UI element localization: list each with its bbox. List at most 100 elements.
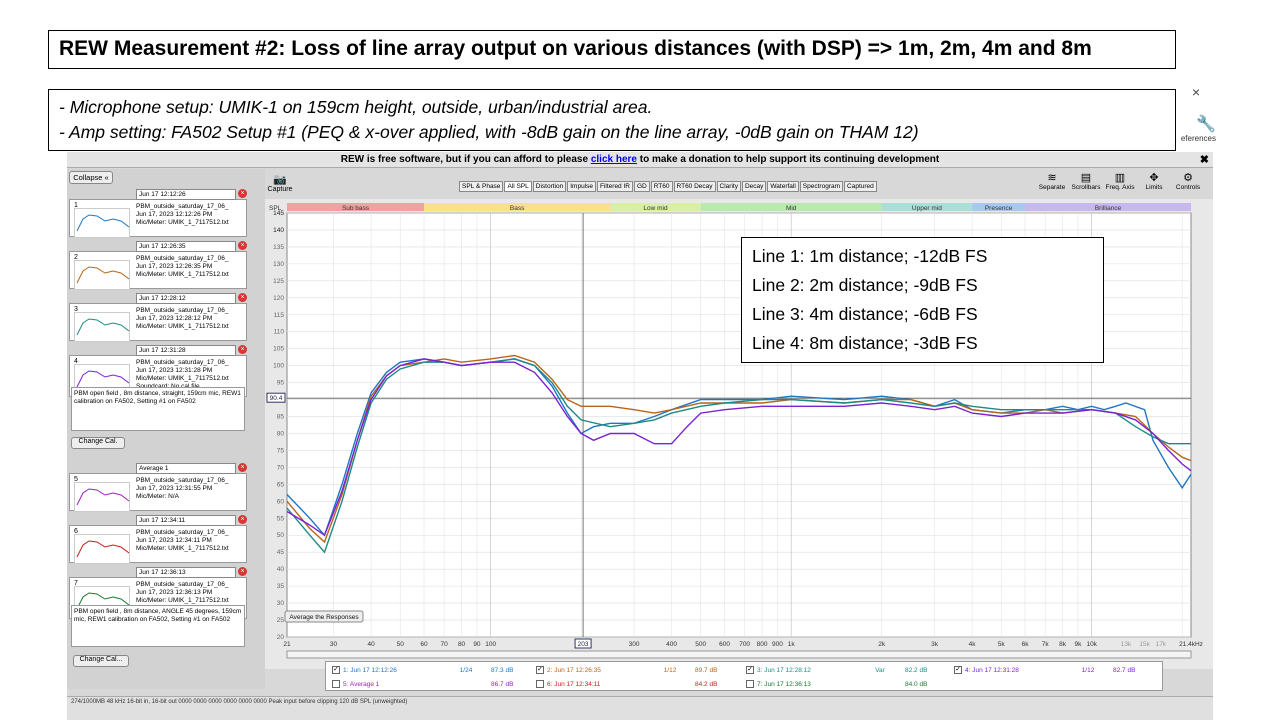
legend-item[interactable]: ✓ 4: Jun 17 12:31:28 1/12 82.7 dB bbox=[954, 666, 1149, 674]
measurement-info: PBM_outside_saturday_17_06_ Jun 17, 2023 … bbox=[136, 477, 232, 501]
legend-checkbox[interactable] bbox=[536, 680, 544, 688]
measurement-thumbnail[interactable] bbox=[74, 260, 130, 290]
legend-item[interactable]: 7: Jun 17 12:36:13 84.0 dB bbox=[746, 680, 941, 688]
y-tick-label: 40 bbox=[277, 566, 285, 573]
legend-item[interactable]: ✓ 3: Jun 17 12:28:12 Var 82.2 dB bbox=[746, 666, 941, 674]
tab-rt60[interactable]: RT60 bbox=[650, 181, 673, 192]
delete-measurement-icon[interactable]: × bbox=[238, 345, 247, 354]
legend-item[interactable]: 6: Jun 17 12:34:11 84.2 dB bbox=[536, 680, 731, 688]
y-tick-label: 20 bbox=[277, 634, 285, 641]
tab-impulse[interactable]: Impulse bbox=[567, 181, 596, 192]
change-cal-button[interactable]: Change Cal... bbox=[73, 655, 129, 667]
legend-checkbox[interactable]: ✓ bbox=[746, 666, 754, 674]
delete-measurement-icon[interactable]: × bbox=[238, 567, 247, 576]
tab-filtered-ir[interactable]: Filtered IR bbox=[597, 181, 633, 192]
thumbnail-line bbox=[76, 266, 130, 284]
delete-measurement-icon[interactable]: × bbox=[238, 293, 247, 302]
legend-smoothing[interactable]: 1/12 bbox=[663, 666, 677, 674]
tool-controls[interactable]: ⚙ Controls bbox=[1171, 171, 1205, 191]
delete-measurement-icon[interactable]: × bbox=[238, 515, 247, 524]
measurement-card[interactable]: 6 Jun 17 12:34:11 × PBM_outside_saturday_17… bbox=[69, 515, 247, 564]
measurement-thumbnail[interactable] bbox=[74, 208, 130, 238]
legend-checkbox[interactable] bbox=[332, 680, 340, 688]
measurement-info: PBM_outside_saturday_17_06_ Jun 17, 2023 … bbox=[136, 529, 232, 553]
tab-distortion[interactable]: Distortion bbox=[532, 181, 567, 192]
measurement-name-field[interactable]: Jun 17 12:36:13 bbox=[136, 567, 236, 578]
band-bass bbox=[424, 203, 611, 211]
y-tick-label: 135 bbox=[273, 244, 284, 251]
measurement-name-field[interactable]: Jun 17 12:26:35 bbox=[136, 241, 236, 252]
legend-checkbox[interactable] bbox=[746, 680, 754, 688]
tab-gd[interactable]: GD bbox=[633, 181, 650, 192]
tab-rt60-decay[interactable]: RT60 Decay bbox=[673, 181, 716, 192]
legend-checkbox[interactable]: ✓ bbox=[954, 666, 962, 674]
tab-all-spl[interactable]: All SPL bbox=[504, 181, 532, 192]
delete-measurement-icon[interactable]: × bbox=[238, 189, 247, 198]
tool-label: Freq. Axis bbox=[1105, 184, 1135, 191]
legend-smoothing[interactable]: 1/24 bbox=[459, 666, 473, 674]
tab-clarity[interactable]: Clarity bbox=[716, 181, 741, 192]
tool-limits[interactable]: ✥ Limits bbox=[1137, 171, 1171, 191]
wrench-icon: 🔧 bbox=[1196, 116, 1216, 133]
measurement-card[interactable]: 5 Average 1 × PBM_outside_saturday_17_06_ Ju… bbox=[69, 463, 247, 512]
tab-spl-phase[interactable]: SPL & Phase bbox=[459, 181, 504, 192]
tab-captured[interactable]: Captured bbox=[844, 181, 877, 192]
delete-measurement-icon[interactable]: × bbox=[238, 241, 247, 250]
cursor-y-readout: 90.4 bbox=[270, 395, 283, 402]
window-close-icon[interactable]: × bbox=[1192, 84, 1201, 100]
tool-separate[interactable]: ≋ Separate bbox=[1035, 171, 1069, 191]
legend-item[interactable]: ✓ 2: Jun 17 12:26:35 1/12 89.7 dB bbox=[536, 666, 731, 674]
measurement-card[interactable]: 2 Jun 17 12:26:35 × PBM_outside_saturday_17… bbox=[69, 241, 247, 290]
y-tick-label: 60 bbox=[277, 498, 285, 505]
x-tick-label: 9k bbox=[1075, 641, 1083, 648]
measurement-info-line: Jun 17, 2023 12:12:26 PM bbox=[136, 211, 213, 218]
legend-smoothing[interactable]: 1/12 bbox=[1081, 666, 1095, 674]
collapse-button[interactable]: Collapse « bbox=[69, 171, 113, 184]
x-tick-label: 17k bbox=[1156, 641, 1167, 648]
measurement-notes[interactable]: PBM open field , 8m distance, straight, … bbox=[71, 387, 245, 431]
distance-annotation: Line 1: 1m distance; -12dB FS Line 2: 2m… bbox=[741, 237, 1104, 363]
band-label: Low mid bbox=[643, 205, 668, 212]
graph-legend: ✓ 1: Jun 17 12:12:26 1/24 87.3 dB ✓ 2: Jun 17… bbox=[325, 661, 1163, 691]
measurement-name-field[interactable]: Jun 17 12:34:11 bbox=[136, 515, 236, 526]
measurement-name-field[interactable]: Jun 17 12:31:28 bbox=[136, 345, 236, 356]
tool-scrollbars[interactable]: ▤ Scrollbars bbox=[1069, 171, 1103, 191]
delete-measurement-icon[interactable]: × bbox=[238, 463, 247, 472]
tab-spectrogram[interactable]: Spectrogram bbox=[799, 181, 844, 192]
change-cal-button[interactable]: Change Cal. bbox=[71, 437, 125, 449]
legend-item[interactable]: ✓ 1: Jun 17 12:12:26 1/24 87.3 dB bbox=[332, 666, 527, 674]
measurement-name-field[interactable]: Jun 17 12:12:26 bbox=[136, 189, 236, 200]
preferences-button[interactable]: 🔧 eferences bbox=[1176, 114, 1216, 150]
tab-waterfall[interactable]: Waterfall bbox=[767, 181, 799, 192]
measurement-card[interactable]: 1 Jun 17 12:12:26 × PBM_outside_saturday_17… bbox=[69, 189, 247, 238]
tab-decay[interactable]: Decay bbox=[741, 181, 767, 192]
horizontal-scrollbar bbox=[286, 650, 1192, 659]
tool-icon: ▥ bbox=[1114, 172, 1126, 184]
measurement-card[interactable]: 3 Jun 17 12:28:12 × PBM_outside_saturday_17… bbox=[69, 293, 247, 342]
y-tick-label: 85 bbox=[277, 414, 285, 421]
measurement-name-field[interactable]: Jun 17 12:28:12 bbox=[136, 293, 236, 304]
y-tick-label: 80 bbox=[277, 430, 285, 437]
spl-graph[interactable]: Sub bass Bass Low mid Mid Upper mid Presence B… bbox=[265, 199, 1213, 669]
measurement-thumbnail[interactable] bbox=[74, 312, 130, 342]
y-tick-label: 110 bbox=[274, 329, 285, 336]
legend-item[interactable]: 5: Average 1 86.7 dB bbox=[332, 680, 527, 688]
x-tick-label: 90 bbox=[473, 641, 481, 648]
legend-checkbox[interactable]: ✓ bbox=[536, 666, 544, 674]
average-responses-label: Average the Responses bbox=[289, 614, 359, 621]
thumbnail-line bbox=[76, 488, 130, 506]
x-tick-label: 400 bbox=[666, 641, 677, 648]
measurement-thumbnail[interactable] bbox=[74, 482, 130, 512]
tool-freq-axis[interactable]: ▥ Freq. Axis bbox=[1103, 171, 1137, 191]
measurement-notes[interactable]: PBM open field , 8m distance, ANGLE 45 d… bbox=[71, 605, 245, 647]
legend-checkbox[interactable]: ✓ bbox=[332, 666, 340, 674]
measurement-info: PBM_outside_saturday_17_06_ Jun 17, 2023 … bbox=[136, 255, 232, 279]
legend-label: 1: Jun 17 12:12:26 bbox=[343, 666, 397, 674]
close-donate-icon[interactable]: ✖ bbox=[1199, 154, 1209, 166]
donate-link[interactable]: click here bbox=[590, 154, 637, 165]
measurement-thumbnail[interactable] bbox=[74, 534, 130, 564]
capture-button[interactable]: 📷 Capture bbox=[267, 173, 293, 193]
annotation-line-3: Line 3: 4m distance; -6dB FS bbox=[752, 304, 978, 324]
measurement-name-field[interactable]: Average 1 bbox=[136, 463, 236, 474]
legend-smoothing[interactable]: Var bbox=[875, 666, 885, 674]
